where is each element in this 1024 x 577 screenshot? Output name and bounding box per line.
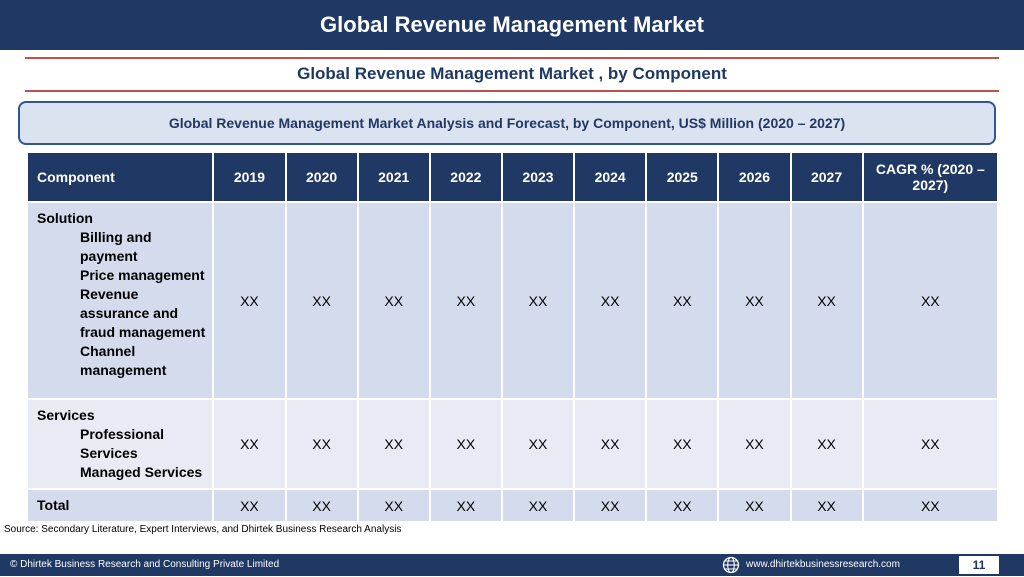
table-cell: XX (356, 488, 431, 523)
row-label-cell: Total (25, 488, 215, 523)
table-cell: XX (645, 201, 720, 400)
column-header: 2026 (717, 151, 792, 203)
table-cell: XX (861, 488, 1000, 523)
top-divider (25, 57, 999, 59)
bottom-divider (25, 90, 999, 92)
table-cell: XX (212, 398, 287, 490)
table-cell: XX (356, 201, 431, 400)
table-cell: XX (717, 488, 792, 523)
table-cell: XX (356, 398, 431, 490)
slide-subtitle: Global Revenue Management Market , by Co… (297, 64, 727, 83)
sub-item: Managed Services (80, 464, 203, 480)
table-row-services: Services Professional Services Managed S… (25, 398, 1000, 490)
table-cell: XX (428, 488, 503, 523)
row-label: Services (37, 407, 95, 423)
globe-icon (722, 556, 740, 574)
table-cell: XX (500, 201, 576, 400)
row-label-cell: Services Professional Services Managed S… (25, 398, 215, 490)
sub-item: Revenue assurance and fraud management (80, 286, 206, 340)
column-header: 2021 (356, 151, 431, 203)
sub-item: Professional Services (80, 426, 165, 461)
table-cell: XX (789, 488, 864, 523)
table-cell: XX (428, 398, 503, 490)
table-cell: XX (573, 398, 648, 490)
column-header: 2025 (645, 151, 720, 203)
row-label: Solution (37, 210, 93, 226)
table-cell: XX (212, 488, 287, 523)
table-cell: XX (717, 398, 792, 490)
sub-item: Price management (80, 267, 205, 283)
table-row-total: Total XX XX XX XX XX XX XX XX XX XX (25, 488, 1000, 523)
table-cell: XX (428, 201, 503, 400)
page-number: 11 (959, 556, 999, 574)
table-cell: XX (717, 201, 792, 400)
table-cell: XX (284, 201, 359, 400)
column-header: 2020 (284, 151, 359, 203)
sub-item: Channel management (80, 343, 167, 378)
analysis-title: Global Revenue Management Market Analysi… (168, 115, 846, 131)
copyright-text: © Dhirtek Business Research and Consulti… (10, 559, 280, 570)
column-header: 2022 (428, 151, 503, 203)
slide-title: Global Revenue Management Market (0, 0, 1024, 50)
table-cell: XX (284, 398, 359, 490)
column-header: 2024 (573, 151, 648, 203)
row-label-cell: Solution Billing and payment Price manag… (25, 201, 215, 400)
footer-bar: © Dhirtek Business Research and Consulti… (0, 554, 1024, 576)
table-header-row: Component 2019 2020 2021 2022 2023 2024 … (25, 151, 1000, 203)
column-header: CAGR % (2020 – 2027) (861, 151, 1000, 203)
table-cell: XX (861, 398, 1000, 490)
column-header: Component (25, 151, 215, 203)
table-cell: XX (573, 488, 648, 523)
column-header: 2027 (789, 151, 864, 203)
source-note: Source: Secondary Literature, Expert Int… (4, 524, 402, 535)
table-cell: XX (212, 201, 287, 400)
table-row-solution: Solution Billing and payment Price manag… (25, 201, 1000, 400)
sub-item: Billing and payment (80, 229, 152, 264)
table-cell: XX (645, 398, 720, 490)
table-cell: XX (789, 398, 864, 490)
component-table: Component 2019 2020 2021 2022 2023 2024 … (25, 151, 1000, 523)
row-label: Total (37, 497, 70, 513)
table-cell: XX (573, 201, 648, 400)
table-cell: XX (861, 201, 1000, 400)
column-header: 2023 (500, 151, 576, 203)
table-cell: XX (500, 488, 576, 523)
table-cell: XX (500, 398, 576, 490)
website-link[interactable]: www.dhirtekbusinessresearch.com (746, 559, 900, 570)
table-cell: XX (645, 488, 720, 523)
analysis-title-box: Global Revenue Management Market Analysi… (18, 101, 996, 145)
table-cell: XX (284, 488, 359, 523)
column-header: 2019 (212, 151, 287, 203)
table-cell: XX (789, 201, 864, 400)
